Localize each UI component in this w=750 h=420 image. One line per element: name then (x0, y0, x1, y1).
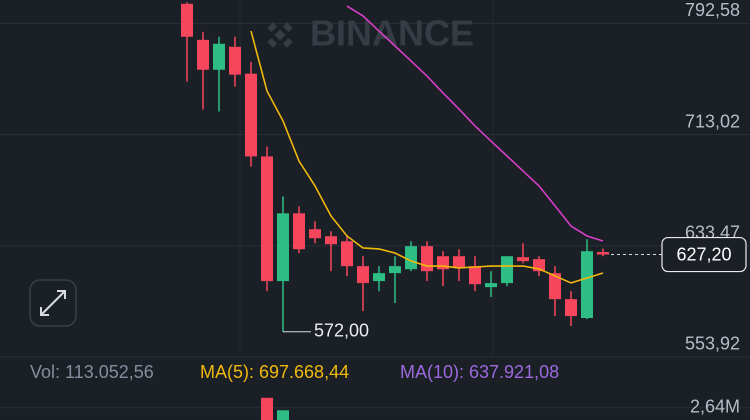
candle-body (517, 257, 529, 262)
candle-body (373, 273, 385, 282)
candle-body (325, 236, 337, 245)
expand-button[interactable] (29, 279, 77, 327)
watermark-text: BINANCE (310, 13, 474, 54)
candle-body (181, 3, 193, 37)
candle-body (453, 256, 465, 269)
candle-body (389, 266, 401, 274)
candle-body (197, 39, 209, 70)
y-tick-label: 792,58 (685, 0, 740, 20)
y-tick-label: 553,92 (685, 334, 740, 354)
volume-tick-label: 2,64M (690, 397, 740, 417)
legend-ma10: MA(10): 637.921,08 (400, 362, 559, 382)
candle-body (581, 251, 593, 319)
candle-body (309, 229, 321, 239)
last-price-box (661, 236, 747, 273)
min-marker-label: 572,00 (314, 320, 369, 340)
candle-body (229, 46, 241, 75)
candle-body (261, 156, 273, 282)
candle-body (549, 273, 561, 300)
y-tick-label: 713,02 (685, 111, 740, 131)
candle-body (357, 266, 369, 284)
candle-body (597, 252, 609, 255)
volume-bar (277, 410, 289, 420)
volume-bar (261, 397, 273, 420)
candle-body (485, 283, 497, 288)
candle-body (213, 43, 225, 70)
ma-line (250, 30, 604, 284)
candle-body (405, 246, 417, 270)
ma-line (346, 5, 604, 242)
candle-body (469, 266, 481, 285)
candle-body (277, 213, 289, 282)
legend-ma5: MA(5): 697.668,44 (200, 362, 349, 382)
candle-body (501, 256, 513, 284)
watermark: BINANCE (267, 13, 474, 54)
candle-body (293, 213, 305, 250)
candle-body (421, 246, 433, 272)
candle-body (341, 241, 353, 267)
candle-body (245, 73, 257, 157)
last-price-label: 627,20 (676, 244, 731, 264)
candle-body (565, 299, 577, 317)
legend-vol: Vol: 113.052,56 (30, 362, 154, 382)
